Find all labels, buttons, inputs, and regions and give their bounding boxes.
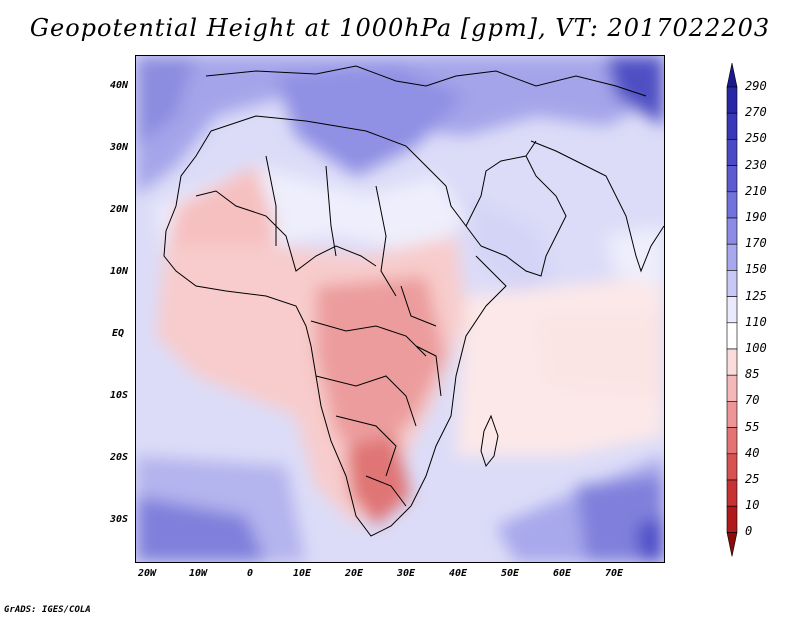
chart-title: Geopotential Height at 1000hPa [gpm], VT… — [29, 14, 771, 42]
colorbar-top-arrow — [726, 62, 738, 88]
colorbar-tick-label: 290 — [745, 79, 767, 93]
colorbar-segment — [726, 217, 738, 245]
colorbar-segment — [726, 165, 738, 193]
colorbar-segment — [726, 112, 738, 140]
y-axis-label: 20S — [109, 452, 128, 463]
map-svg — [136, 56, 664, 562]
colorbar-segment — [726, 374, 738, 402]
colorbar-segment — [726, 322, 738, 350]
grads-credit: GrADS: IGES/COLA — [4, 605, 91, 615]
colorbar-bottom-arrow — [726, 532, 738, 557]
colorbar-tick-label: 230 — [745, 157, 767, 172]
colorbar-tick-label: 0 — [745, 524, 753, 539]
colorbar-tick-label: 85 — [745, 367, 760, 382]
colorbar-segment — [726, 243, 738, 271]
x-axis-label: 20E — [344, 568, 364, 579]
colorbar-segment — [726, 86, 738, 114]
colorbar-segment — [726, 453, 738, 481]
colorbar-segment — [726, 427, 738, 455]
x-axis-label: 0 — [246, 568, 254, 579]
x-axis-label: 60E — [552, 568, 572, 579]
y-axis-label: 30S — [109, 514, 128, 525]
y-axis-label: 30N — [109, 142, 128, 153]
colorbar-tick-label: 250 — [745, 131, 767, 146]
x-axis-label: 10E — [292, 568, 312, 579]
colorbar-tick-label: 110 — [745, 314, 767, 329]
colorbar-segment — [726, 270, 738, 297]
colorbar-tick-label: 55 — [745, 419, 760, 434]
x-axis-label: 30E — [396, 568, 416, 579]
colorbar-tick-label: 270 — [745, 105, 767, 120]
colorbar-segment — [726, 296, 738, 324]
colorbar-tick-label: 70 — [745, 393, 760, 408]
y-axis-label: 20N — [109, 204, 128, 215]
colorbar-segment — [726, 191, 738, 219]
y-axis-label: 10N — [109, 266, 128, 277]
colorbar-tick-label: 100 — [745, 341, 767, 355]
colorbar-tick-label: 10 — [745, 498, 760, 513]
y-axis-label: EQ — [111, 328, 124, 339]
colorbar-segment — [726, 479, 738, 507]
x-axis-label: 70E — [604, 568, 624, 579]
coastlines — [163, 65, 664, 537]
x-axis-label: 20W — [137, 568, 157, 579]
y-axis-label: 10S — [109, 390, 128, 401]
colorbar-segment — [726, 401, 738, 428]
x-axis-label: 50E — [500, 568, 520, 579]
colorbar-tick-label: 170 — [745, 236, 767, 251]
colorbar-segment — [726, 505, 738, 533]
colorbar-segment — [726, 348, 738, 376]
colorbar-tick-label: 190 — [745, 210, 767, 224]
colorbar — [726, 62, 738, 557]
y-axis-label: 40N — [109, 80, 128, 91]
colorbar-tick-label: 125 — [745, 288, 767, 303]
colorbar-tick-label: 25 — [745, 472, 760, 486]
colorbar-tick-label: 210 — [745, 183, 767, 198]
x-axis-label: 40E — [448, 568, 468, 579]
map-plot-area[interactable] — [135, 55, 665, 563]
colorbar-segment — [726, 139, 738, 166]
colorbar-tick-label: 150 — [745, 262, 767, 277]
colorbar-tick-label: 40 — [745, 445, 760, 460]
x-axis-label: 10W — [188, 568, 208, 579]
